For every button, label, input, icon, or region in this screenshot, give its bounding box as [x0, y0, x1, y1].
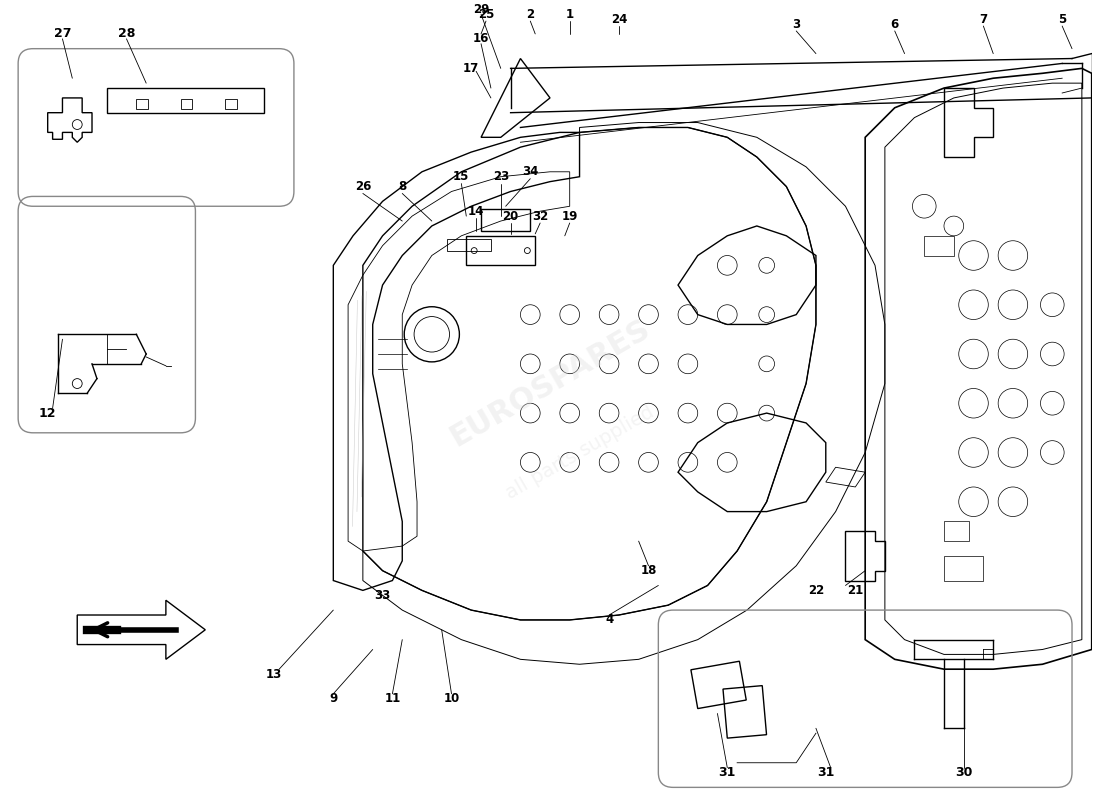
Text: 26: 26: [354, 180, 371, 193]
Text: 8: 8: [398, 180, 406, 193]
Text: 21: 21: [847, 584, 864, 597]
Text: 14: 14: [468, 205, 484, 218]
Text: 1: 1: [565, 8, 574, 21]
Bar: [691, 662, 746, 709]
Text: 10: 10: [443, 692, 460, 706]
Text: 31: 31: [817, 766, 835, 779]
Text: 3: 3: [792, 18, 801, 30]
Bar: [944, 556, 983, 581]
Text: 22: 22: [807, 584, 824, 597]
Text: 6: 6: [891, 18, 899, 30]
Text: 32: 32: [532, 210, 548, 222]
Text: 9: 9: [329, 692, 338, 706]
Text: 18: 18: [640, 564, 657, 577]
Text: 15: 15: [453, 170, 470, 183]
Text: 33: 33: [374, 589, 390, 602]
Text: 17: 17: [463, 62, 480, 75]
Bar: [723, 686, 767, 738]
Text: 20: 20: [503, 210, 519, 222]
Text: 28: 28: [118, 27, 135, 41]
Text: 7: 7: [979, 13, 988, 26]
Text: 19: 19: [561, 210, 578, 222]
Text: 4: 4: [605, 614, 613, 626]
Text: 27: 27: [54, 27, 72, 41]
Text: all parts supplied: all parts supplied: [502, 402, 657, 502]
Text: 11: 11: [384, 692, 400, 706]
Bar: [180, 99, 192, 109]
Bar: [944, 522, 969, 541]
Text: EUROSPARES: EUROSPARES: [444, 314, 656, 453]
Text: 23: 23: [493, 170, 509, 183]
Text: 30: 30: [955, 766, 972, 779]
Text: 16: 16: [473, 32, 490, 46]
Text: 13: 13: [266, 668, 283, 681]
Bar: [924, 236, 954, 255]
Text: 24: 24: [610, 13, 627, 26]
Text: 25: 25: [477, 8, 494, 21]
Text: 29: 29: [473, 2, 490, 16]
Bar: [466, 236, 536, 266]
Bar: [136, 99, 149, 109]
Text: 5: 5: [1058, 13, 1066, 26]
Text: 34: 34: [522, 166, 539, 178]
Bar: [481, 210, 530, 231]
Text: 31: 31: [718, 766, 736, 779]
Text: 2: 2: [526, 8, 535, 21]
Bar: [107, 88, 264, 113]
Polygon shape: [77, 600, 206, 659]
Bar: [447, 238, 491, 250]
Text: 12: 12: [39, 406, 56, 419]
Bar: [226, 99, 236, 109]
